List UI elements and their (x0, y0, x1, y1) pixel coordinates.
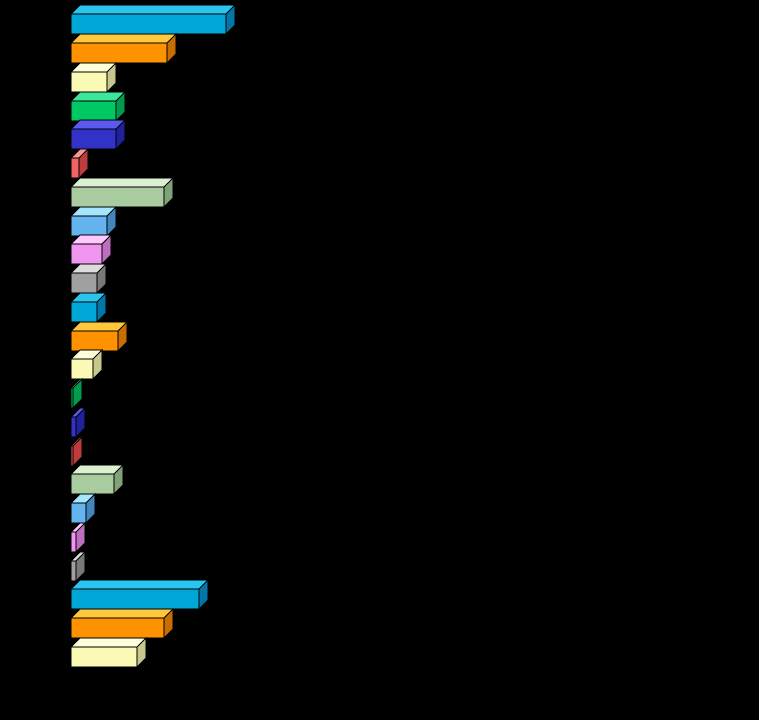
bar-12-front-face (70, 330, 119, 352)
bar-17-front-face (70, 473, 115, 495)
bar-2-top-face (69, 33, 178, 44)
bar-1[interactable] (69, 3, 237, 36)
bar-20[interactable] (69, 550, 87, 583)
bar-7-front-face (70, 186, 165, 208)
bar-18[interactable] (69, 492, 97, 525)
bar-14[interactable] (69, 377, 84, 410)
bar-5-front-face (70, 128, 117, 150)
bar-9[interactable] (69, 233, 113, 266)
bar-10-front-face (70, 272, 98, 294)
bar-22[interactable] (69, 607, 175, 640)
bar-11[interactable] (69, 291, 108, 324)
bar-15[interactable] (69, 406, 87, 439)
bar-1-top-face (69, 4, 237, 15)
bar-7-top-face (69, 177, 175, 188)
bar-21-front-face (70, 588, 200, 610)
bar-13-front-face (70, 358, 94, 380)
bar-23-top-face (69, 637, 148, 648)
bar-2-front-face (70, 42, 168, 64)
bar-8[interactable] (69, 205, 118, 238)
bar-18-front-face (70, 502, 87, 524)
bar-16-side-face (72, 435, 83, 468)
bar-10[interactable] (69, 262, 108, 295)
bar-22-top-face (69, 608, 175, 619)
bar-23-front-face (70, 646, 138, 668)
bar-2[interactable] (69, 32, 178, 65)
bar-13[interactable] (69, 348, 104, 381)
bar-12[interactable] (69, 320, 129, 353)
bar-1-front-face (70, 13, 227, 35)
bar-5[interactable] (69, 118, 127, 151)
bar-3-front-face (70, 71, 108, 93)
bar-20-front-face (70, 560, 77, 582)
bar-19[interactable] (69, 521, 87, 554)
bar-7[interactable] (69, 176, 175, 209)
bar-16-front-face (70, 445, 74, 467)
bar-19-front-face (70, 531, 77, 553)
bar-11-front-face (70, 301, 98, 323)
bar-14-front-face (70, 387, 74, 409)
bar-4-front-face (70, 100, 117, 122)
bar-21-top-face (69, 579, 210, 590)
bar-15-front-face (70, 416, 77, 438)
bar-4[interactable] (69, 90, 127, 123)
bar-23[interactable] (69, 636, 148, 669)
bar-17[interactable] (69, 463, 125, 496)
bar-16[interactable] (69, 435, 84, 468)
bar-6[interactable] (69, 147, 90, 180)
bar-3[interactable] (69, 61, 118, 94)
bar-8-front-face (70, 215, 108, 237)
bar-14-side-face (72, 377, 83, 410)
bar-9-front-face (70, 243, 103, 265)
bar-22-front-face (70, 617, 165, 639)
bar-6-front-face (70, 157, 80, 179)
bar-21[interactable] (69, 578, 210, 611)
